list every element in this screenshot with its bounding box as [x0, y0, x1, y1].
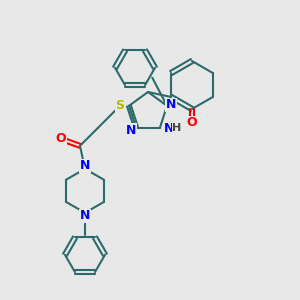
Text: O: O [187, 116, 197, 130]
Text: N: N [80, 159, 90, 172]
Text: N: N [126, 124, 136, 137]
Text: O: O [56, 132, 66, 145]
Text: N: N [166, 98, 176, 111]
Text: S: S [116, 99, 124, 112]
Text: N: N [164, 122, 174, 135]
Text: N: N [80, 209, 90, 222]
Text: H: H [172, 123, 182, 133]
